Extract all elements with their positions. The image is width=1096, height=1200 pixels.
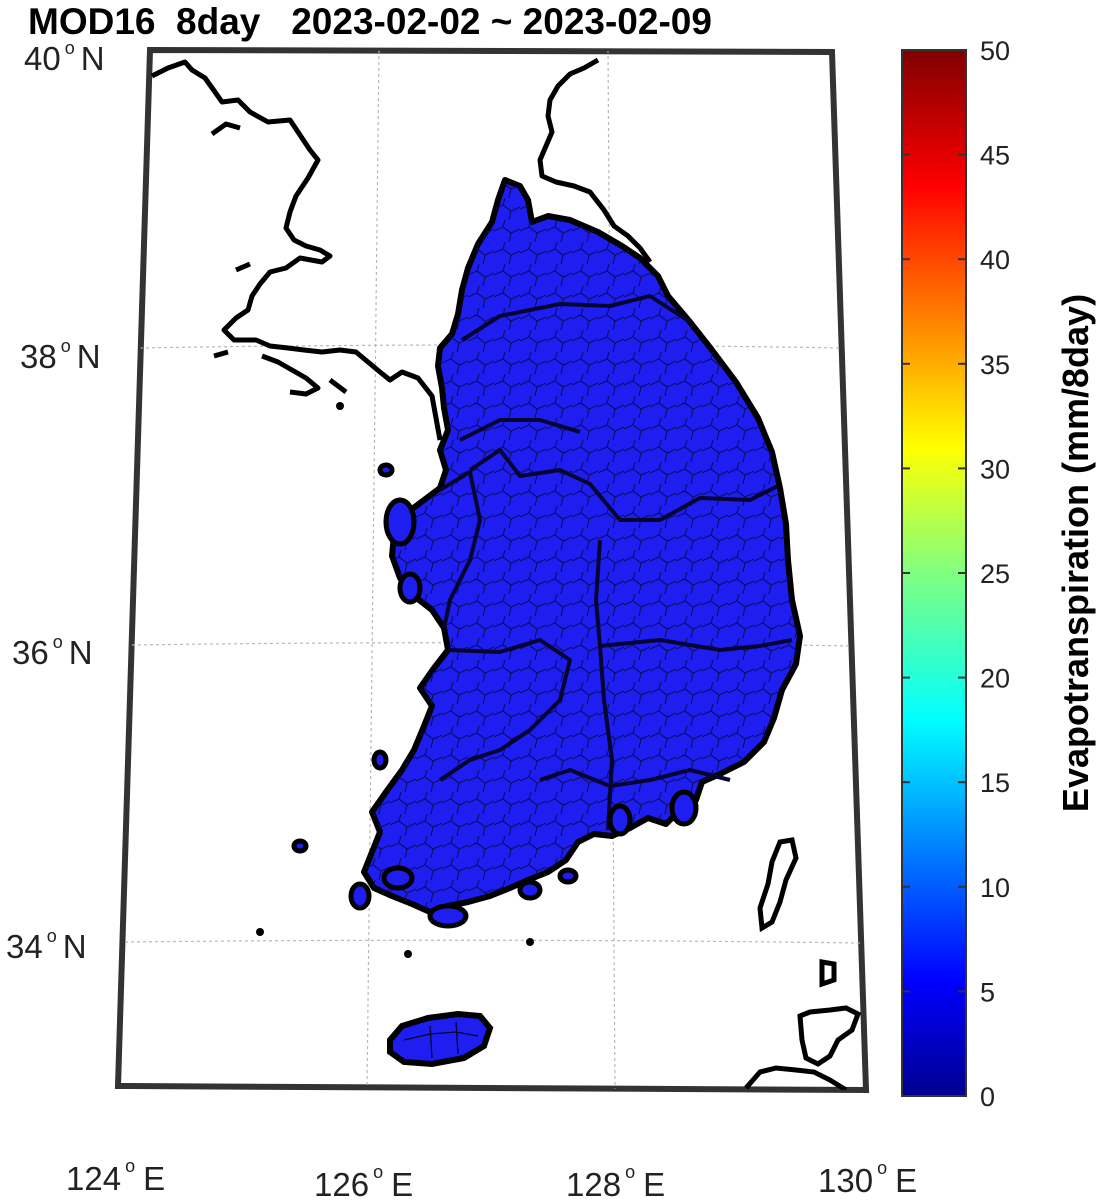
north-korea-coastline (150, 57, 653, 441)
colorbar-tick-label: 30 (980, 454, 1010, 484)
colorbar-tick-label: 45 (980, 141, 1010, 171)
colorbar-tick-label: 50 (980, 36, 1010, 66)
lat-label-40: 40 o N (24, 38, 105, 77)
lat-label-34: 34 o N (6, 926, 87, 965)
colorbar-ticks: 0 5 10 15 20 25 30 35 40 45 50 (902, 36, 1010, 1112)
colorbar: 0 5 10 15 20 25 30 35 40 45 50 Evapotranspiration … (901, 36, 1096, 1112)
map-title: MOD16 8day 2023-02-02 ~ 2023-02-09 (0, 0, 1096, 44)
colorbar-tick-label: 15 (980, 768, 1010, 798)
province-boundaries (438, 294, 793, 831)
colorbar-gradient (901, 49, 967, 1097)
lon-label-126: 126 o E (314, 1162, 413, 1200)
colorbar-tick-label: 20 (980, 664, 1010, 694)
lat-label-36: 36 o N (12, 632, 93, 671)
colorbar-tick-label: 10 (980, 873, 1010, 903)
title-product: MOD16 (28, 1, 156, 42)
colorbar-tick-label: 35 (980, 350, 1010, 380)
colorbar-tick-label: 40 (980, 245, 1010, 275)
title-period: 8day (176, 1, 261, 42)
japan-coastline (744, 837, 862, 1090)
lon-label-130: 130 o E (818, 1158, 917, 1199)
colorbar-tick-label: 0 (980, 1082, 995, 1112)
meridian-126E (366, 50, 380, 1090)
coastal-islands (291, 462, 699, 929)
colorbar-label: Evapotranspiration (mm/8day) (1055, 294, 1096, 812)
colorbar-tick-label: 5 (980, 977, 995, 1007)
outlying-islets (256, 402, 534, 958)
lon-label-128: 128 o E (566, 1162, 665, 1200)
parallel-34N (124, 939, 861, 944)
colorbar-tick-label: 25 (980, 559, 1010, 589)
title-date-range: 2023-02-02 ~ 2023-02-09 (291, 1, 712, 42)
jeju-island (387, 1010, 494, 1068)
south-korea-et-map (291, 177, 803, 1068)
latitude-labels: 40 o N 38 o N 36 o N 34 o N (6, 38, 105, 965)
mainland-district-lines (364, 180, 800, 912)
lat-label-38: 38 o N (20, 336, 101, 375)
longitude-labels: 124 o E 126 o E 128 o E 130 o E (66, 1156, 917, 1200)
meridian-128E (607, 50, 616, 1090)
lon-label-124: 124 o E (66, 1156, 165, 1197)
